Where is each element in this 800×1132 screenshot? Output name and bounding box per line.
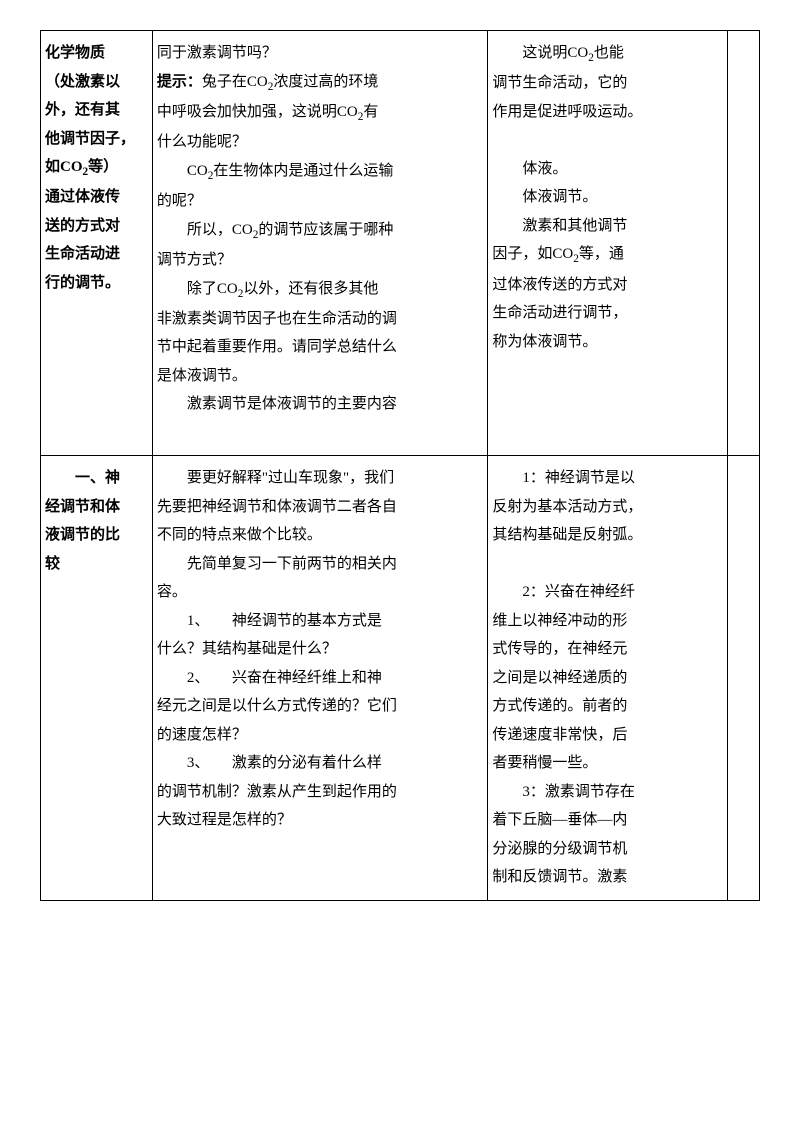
content-text: 作用是促进呼吸运动。 xyxy=(492,98,723,127)
content-text: 要更好解释"过山车现象"，我们 xyxy=(157,464,484,493)
content-text: 生命活动进行调节， xyxy=(492,299,723,328)
content-text: 维上以神经冲动的形 xyxy=(492,607,723,636)
cell-notes xyxy=(728,31,760,456)
content-text: 激素和其他调节 xyxy=(492,212,723,241)
concept-text: 生命活动进 xyxy=(45,240,148,269)
content-text: 的呢？ xyxy=(157,187,484,216)
content-text: 传递速度非常快，后 xyxy=(492,721,723,750)
concept-text: 如CO2等） xyxy=(45,153,148,183)
content-text: 先简单复习一下前两节的相关内 xyxy=(157,550,484,579)
document-table: 化学物质 （处激素以 外，还有其 他调节因子， 如CO2等） 通过体液传 送的方… xyxy=(40,30,760,901)
cell-teacher-content: 同于激素调节吗？ 提示：兔子在CO2浓度过高的环境 中呼吸会加快加强，这说明CO… xyxy=(152,31,488,456)
cell-teacher-content: 要更好解释"过山车现象"，我们 先要把神经调节和体液调节二者各自 不同的特点来做… xyxy=(152,456,488,901)
content-text: 是体液调节。 xyxy=(157,362,484,391)
table-row: 化学物质 （处激素以 外，还有其 他调节因子， 如CO2等） 通过体液传 送的方… xyxy=(41,31,760,456)
content-text: 分泌腺的分级调节机 xyxy=(492,835,723,864)
concept-text: 一、神 xyxy=(45,464,148,493)
content-text: 制和反馈调节。激素 xyxy=(492,863,723,892)
content-text: 中呼吸会加快加强，这说明CO2有 xyxy=(157,98,484,128)
content-text: 容。 xyxy=(157,578,484,607)
content-text: 体液。 xyxy=(492,155,723,184)
content-text: 提示：兔子在CO2浓度过高的环境 xyxy=(157,68,484,98)
content-text: 反射为基本活动方式， xyxy=(492,493,723,522)
content-text: 体液调节。 xyxy=(492,183,723,212)
content-text: 什么功能呢？ xyxy=(157,128,484,157)
blank-line xyxy=(492,126,723,155)
content-text: 方式传递的。前者的 xyxy=(492,692,723,721)
cell-student-content: 这说明CO2也能 调节生命活动，它的 作用是促进呼吸运动。 体液。 体液调节。 … xyxy=(488,31,728,456)
content-text: 经元之间是以什么方式传递的？它们 xyxy=(157,692,484,721)
content-text: 1：神经调节是以 xyxy=(492,464,723,493)
content-text: 什么？其结构基础是什么？ xyxy=(157,635,484,664)
cell-notes xyxy=(728,456,760,901)
concept-text: 行的调节。 xyxy=(45,269,148,298)
content-text: 3：激素调节存在 xyxy=(492,778,723,807)
content-text: 调节生命活动，它的 xyxy=(492,69,723,98)
blank-line xyxy=(157,419,484,448)
concept-text: 通过体液传 xyxy=(45,183,148,212)
content-text: 同于激素调节吗？ xyxy=(157,39,484,68)
content-text: 之间是以神经递质的 xyxy=(492,664,723,693)
content-text: CO2在生物体内是通过什么运输 xyxy=(157,157,484,187)
concept-text: 外，还有其 xyxy=(45,96,148,125)
content-text: 不同的特点来做个比较。 xyxy=(157,521,484,550)
content-text: 称为体液调节。 xyxy=(492,328,723,357)
content-text: 式传导的，在神经元 xyxy=(492,635,723,664)
content-text: 着下丘脑—垂体—内 xyxy=(492,806,723,835)
content-text: 这说明CO2也能 xyxy=(492,39,723,69)
content-text: 激素调节是体液调节的主要内容 xyxy=(157,390,484,419)
cell-student-content: 1：神经调节是以 反射为基本活动方式， 其结构基础是反射弧。 2：兴奋在神经纤 … xyxy=(488,456,728,901)
content-text: 3、 激素的分泌有着什么样 xyxy=(157,749,484,778)
content-text: 调节方式？ xyxy=(157,246,484,275)
concept-text: （处激素以 xyxy=(45,68,148,97)
concept-text: 化学物质 xyxy=(45,39,148,68)
content-text: 先要把神经调节和体液调节二者各自 xyxy=(157,493,484,522)
content-text: 其结构基础是反射弧。 xyxy=(492,521,723,550)
content-text: 2：兴奋在神经纤 xyxy=(492,578,723,607)
content-text: 1、 神经调节的基本方式是 xyxy=(157,607,484,636)
content-text: 的速度怎样？ xyxy=(157,721,484,750)
cell-concept: 化学物质 （处激素以 外，还有其 他调节因子， 如CO2等） 通过体液传 送的方… xyxy=(41,31,153,456)
content-text: 节中起着重要作用。请同学总结什么 xyxy=(157,333,484,362)
cell-concept: 一、神 经调节和体 液调节的比 较 xyxy=(41,456,153,901)
content-text: 2、 兴奋在神经纤维上和神 xyxy=(157,664,484,693)
content-text: 过体液传送的方式对 xyxy=(492,271,723,300)
concept-text: 较 xyxy=(45,550,148,579)
content-text: 非激素类调节因子也在生命活动的调 xyxy=(157,305,484,334)
concept-text: 送的方式对 xyxy=(45,212,148,241)
content-text: 的调节机制？激素从产生到起作用的 xyxy=(157,778,484,807)
table-row: 一、神 经调节和体 液调节的比 较 要更好解释"过山车现象"，我们 先要把神经调… xyxy=(41,456,760,901)
content-text: 者要稍慢一些。 xyxy=(492,749,723,778)
content-text: 大致过程是怎样的？ xyxy=(157,806,484,835)
concept-text: 经调节和体 xyxy=(45,493,148,522)
concept-text: 他调节因子， xyxy=(45,125,148,154)
content-text: 因子，如CO2等，通 xyxy=(492,240,723,270)
concept-text: 液调节的比 xyxy=(45,521,148,550)
blank-line xyxy=(492,550,723,579)
content-text: 除了CO2以外，还有很多其他 xyxy=(157,275,484,305)
content-text: 所以，CO2的调节应该属于哪种 xyxy=(157,216,484,246)
